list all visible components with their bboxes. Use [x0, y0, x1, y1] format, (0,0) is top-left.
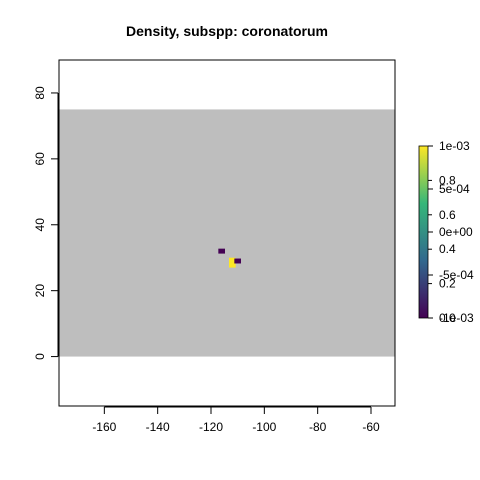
y-tick-label-2: 40 — [33, 218, 47, 232]
legend-label-a-4: 0.8 — [439, 173, 456, 187]
plot-frame — [58, 59, 396, 407]
legend-label-a-2: 0.4 — [439, 242, 456, 256]
y-tick-label-4: 80 — [33, 86, 47, 100]
density-cell-0 — [218, 248, 225, 254]
x-tick-label-1: -140 — [146, 420, 170, 434]
y-tick-label-0: 0 — [33, 353, 47, 360]
x-tick-label-5: -60 — [362, 420, 380, 434]
x-tick-label-3: -100 — [252, 420, 276, 434]
x-tick-label-2: -120 — [199, 420, 223, 434]
color-legend: 0.0 0.2 0.4 0.6 0.8 -1e-03 -5e-04 0e+00 5e-04 1e-… — [418, 139, 474, 325]
y-tick-label-3: 60 — [33, 152, 47, 166]
plot-background-layer — [59, 109, 395, 357]
legend-label-a-1: 0.2 — [439, 277, 456, 291]
chart-title: Density, subspp: coronatorum — [126, 23, 328, 39]
legend-label-a-3: 0.6 — [439, 208, 456, 222]
legend-label-b-1: -5e-04 — [439, 268, 474, 282]
x-tick-label-4: -80 — [309, 420, 327, 434]
legend-label-a-0: 0.0 — [439, 311, 456, 325]
density-cell-1 — [229, 257, 236, 268]
y-axis: 0 20 40 60 80 — [33, 86, 59, 360]
x-tick-label-0: -160 — [92, 420, 116, 434]
legend-label-b-3: 5e-04 — [439, 182, 470, 196]
x-axis: -160 -140 -120 -100 -80 -60 — [92, 406, 380, 434]
legend-label-b-0: -1e-03 — [439, 311, 474, 325]
legend-label-b-4: 1e-03 — [439, 139, 470, 153]
study-region — [59, 109, 395, 357]
legend-colorbar — [418, 145, 429, 319]
density-cell-2 — [234, 258, 241, 264]
density-cells — [218, 248, 241, 268]
legend-label-b-2: 0e+00 — [439, 225, 473, 239]
y-tick-label-1: 20 — [33, 284, 47, 298]
